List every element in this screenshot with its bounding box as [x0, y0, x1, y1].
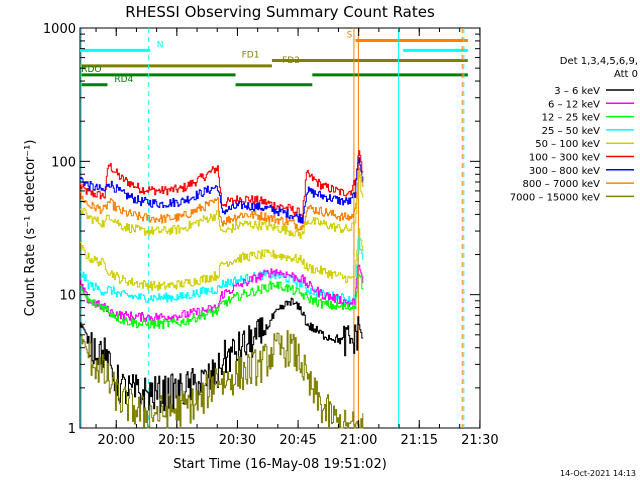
plot-frame	[79, 27, 481, 429]
x-tick-label: 21:00	[340, 433, 377, 448]
legend-entry-label: 300 – 800 keV	[529, 166, 600, 177]
flag-label-fd2: FD2	[282, 56, 300, 66]
series-line-8	[80, 297, 364, 413]
legend-entry-label: 3 – 6 keV	[554, 86, 600, 97]
flag-label-n: N	[157, 40, 164, 50]
x-tick-label: 21:30	[461, 433, 498, 448]
x-tick-label: 21:15	[401, 433, 438, 448]
legend-entry-label: 800 – 7000 keV	[523, 179, 601, 190]
y-tick-label: 1000	[43, 22, 76, 37]
series-line-2	[80, 167, 364, 231]
legend-entry-label: 12 – 25 keV	[542, 113, 601, 124]
series-line-3	[80, 170, 364, 239]
y-axis-label: Count Rate (s⁻¹ detector⁻¹)	[23, 140, 38, 317]
legend-entry-label: 25 – 50 keV	[542, 126, 601, 137]
flag-bars: N S FD1 FD2 RDO RD4	[80, 31, 468, 87]
legend-entry-label: 7000 – 15000 keV	[510, 192, 600, 203]
series-line-5	[80, 237, 364, 306]
legend-entry-label: 50 – 100 keV	[535, 139, 600, 150]
flag-label-rdo: RDO	[81, 65, 101, 75]
x-axis-label: Start Time (16-May-08 19:51:02)	[173, 457, 387, 472]
legend-entry-label: 6 – 12 keV	[548, 99, 600, 110]
series-line-4	[80, 228, 364, 291]
flag-label-rd4: RD4	[114, 75, 133, 85]
legend-header: Det 1,3,4,5,6,9,	[560, 56, 638, 67]
series-line-0	[80, 150, 364, 218]
series-line-1	[80, 157, 364, 224]
chart-title: RHESSI Observing Summary Count Rates	[125, 3, 435, 21]
series-line-9	[80, 330, 364, 429]
footer-timestamp: 14-Oct-2021 14:13	[560, 469, 636, 478]
flag-label-s: S	[347, 31, 353, 41]
x-tick-label: 20:30	[219, 433, 256, 448]
data-series	[80, 150, 364, 429]
vertical-markers	[80, 28, 465, 428]
y-tick-label: 10	[59, 289, 76, 304]
x-tick-label: 20:45	[279, 433, 316, 448]
series-line-7	[80, 274, 364, 329]
axes: 20:00 20:15 20:30 20:45 21:00 21:15 21:30 1 10 10…	[43, 22, 499, 448]
x-tick-label: 20:00	[98, 433, 135, 448]
y-tick-label: 1	[68, 422, 76, 437]
legend: Det 1,3,4,5,6,9, Att 0 3 – 6 keV 6 – 12 keV…	[510, 56, 638, 203]
legend-header: Att 0	[614, 69, 638, 80]
y-tick-label: 100	[51, 155, 76, 170]
series-line-6	[80, 264, 364, 322]
legend-entry-label: 100 – 300 keV	[529, 153, 600, 164]
flag-label-fd1: FD1	[242, 51, 260, 61]
x-tick-label: 20:15	[158, 433, 195, 448]
